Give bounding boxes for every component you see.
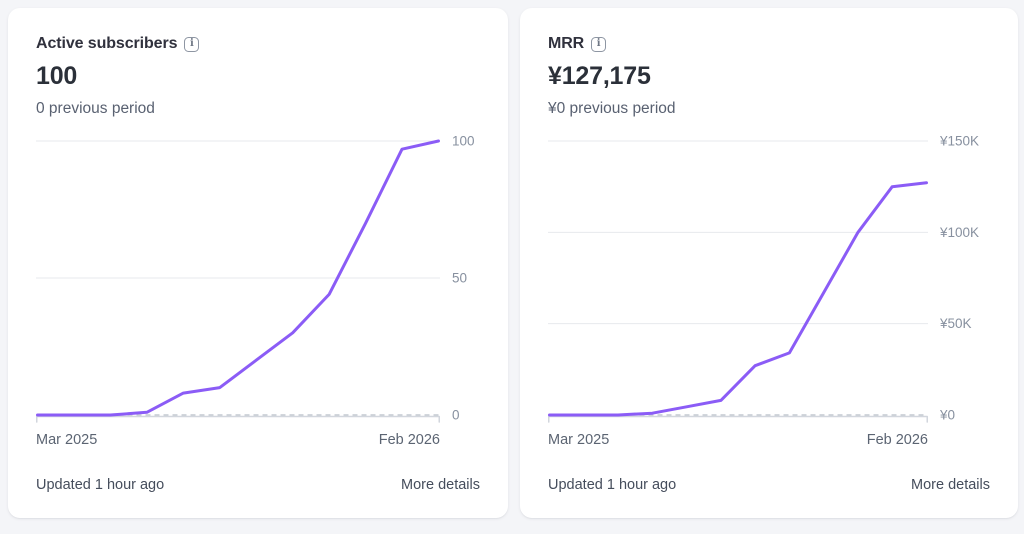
metric-value: ¥127,175 (548, 62, 651, 90)
y-tick-label: 50 (452, 271, 467, 286)
metric-value: 100 (36, 62, 78, 90)
x-axis-line (36, 415, 440, 423)
x-axis-line (548, 415, 928, 423)
more-details-button[interactable]: More details (911, 477, 990, 493)
mrr-chart: ¥150K ¥100K ¥50K ¥0 (548, 129, 990, 427)
card-title: MRR (548, 35, 585, 52)
card-footer: Updated 1 hour ago More details (548, 475, 990, 495)
x-axis-label-end: Feb 2026 (378, 432, 440, 448)
x-axis-label-end: Feb 2026 (866, 432, 928, 448)
mrr-chart-svg: ¥150K ¥100K ¥50K ¥0 (548, 134, 979, 423)
metric-card-mrr: MRR i ¥127,175 ¥0 previous period ¥150K ¥… (520, 8, 1018, 518)
y-tick-label: 0 (452, 408, 460, 423)
data-line (36, 139, 440, 417)
previous-period-label: ¥0 previous period (548, 100, 676, 117)
y-tick-label: ¥150K (939, 134, 979, 149)
info-icon[interactable]: i (184, 36, 200, 52)
updated-label: Updated 1 hour ago (548, 477, 677, 493)
x-axis-labels: Mar 2025 Feb 2026 (36, 430, 480, 450)
card-header: Active subscribers i (36, 33, 480, 55)
metrics-row: Active subscribers i 100 0 previous peri… (8, 8, 1018, 518)
data-line (548, 181, 928, 417)
x-axis-labels: Mar 2025 Feb 2026 (548, 430, 990, 450)
x-axis-label-start: Mar 2025 (36, 432, 98, 448)
updated-label: Updated 1 hour ago (36, 477, 165, 493)
more-details-button[interactable]: More details (401, 477, 480, 493)
previous-period-label: 0 previous period (36, 100, 155, 117)
metric-card-active-subscribers: Active subscribers i 100 0 previous peri… (8, 8, 508, 518)
y-tick-label: 100 (452, 134, 475, 149)
y-tick-label: ¥100K (939, 225, 979, 240)
card-header: MRR i (548, 33, 990, 55)
active-subscribers-chart-svg: 100 50 0 (36, 134, 475, 423)
active-subscribers-chart: 100 50 0 (36, 129, 480, 427)
x-axis-label-start: Mar 2025 (548, 432, 610, 448)
y-tick-label: ¥0 (939, 408, 955, 423)
y-tick-label: ¥50K (939, 316, 972, 331)
info-icon[interactable]: i (591, 36, 607, 52)
card-footer: Updated 1 hour ago More details (36, 475, 480, 495)
card-title: Active subscribers (36, 35, 178, 52)
